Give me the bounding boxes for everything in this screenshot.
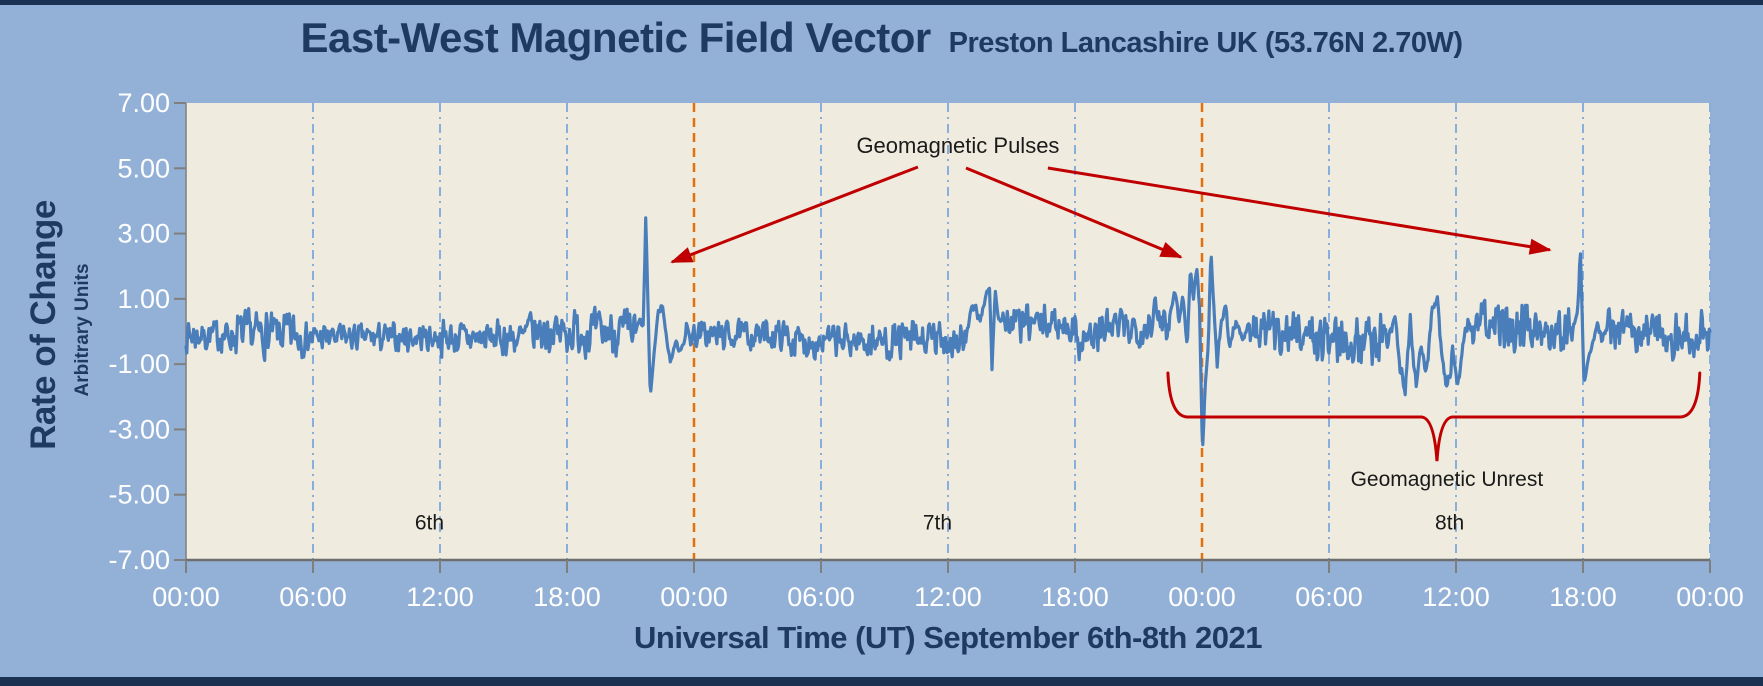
x-tick-label: 00:00 xyxy=(660,582,728,612)
pulse-arrow xyxy=(1047,166,1552,255)
pulse-arrow xyxy=(670,165,919,264)
y-tick-label: -3.00 xyxy=(108,414,170,444)
x-axis-title: Universal Time (UT) September 6th-8th 20… xyxy=(634,620,1262,655)
geomagnetic-unrest-label: Geomagnetic Unrest xyxy=(1351,468,1544,491)
x-tick-label: 12:00 xyxy=(914,582,982,612)
day-label: 8th xyxy=(1435,511,1464,534)
x-tick-label: 06:00 xyxy=(279,582,347,612)
geomagnetic-pulses-label: Geomagnetic Pulses xyxy=(856,133,1059,158)
x-tick-label: 06:00 xyxy=(787,582,855,612)
x-tick-label: 18:00 xyxy=(533,582,601,612)
y-tick-label: -1.00 xyxy=(108,349,170,379)
x-tick-label: 00:00 xyxy=(1168,582,1236,612)
y-tick-label: -7.00 xyxy=(108,545,170,575)
x-tick-label: 12:00 xyxy=(406,582,474,612)
chart-title-main: East-West Magnetic Field Vector xyxy=(300,14,931,61)
day-label: 6th xyxy=(415,511,444,534)
unrest-brace xyxy=(1166,371,1702,462)
y-tick-label: 5.00 xyxy=(117,153,170,183)
x-tick-label: 06:00 xyxy=(1295,582,1363,612)
chart-title: East-West Magnetic Field Vector Preston … xyxy=(0,14,1763,62)
x-tick-label: 00:00 xyxy=(152,582,220,612)
pulse-arrow xyxy=(965,166,1183,259)
x-tick-label: 00:00 xyxy=(1676,582,1744,612)
day-label: 7th xyxy=(923,511,952,534)
x-tick-label: 18:00 xyxy=(1041,582,1109,612)
y-tick-label: 1.00 xyxy=(117,284,170,314)
top-edge-band xyxy=(0,0,1763,5)
series-line xyxy=(184,216,1712,447)
x-tick-label: 18:00 xyxy=(1549,582,1617,612)
y-tick-label: -5.00 xyxy=(108,480,170,510)
y-tick-label: 3.00 xyxy=(117,219,170,249)
x-tick-label: 12:00 xyxy=(1422,582,1490,612)
bottom-edge-band xyxy=(0,677,1763,686)
chart-title-location: Preston Lancashire UK (53.76N 2.70W) xyxy=(948,27,1463,59)
y-tick-label: 7.00 xyxy=(117,88,170,118)
